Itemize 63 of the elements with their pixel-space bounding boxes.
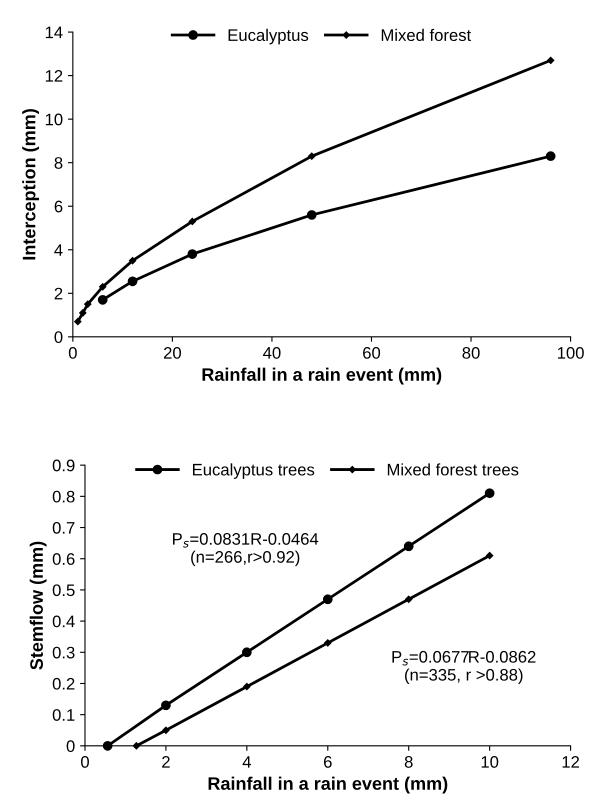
annotation: P$_{s}$=0.0677R-0.0862 (n=335, r >0.88) [392,650,536,684]
y-tick-label: 0.1 [52,709,74,721]
x-tick-label: 6 [324,756,332,768]
x-tick-label: 12 [562,756,580,768]
point [128,257,136,264]
x-tick-label: 0 [80,756,89,768]
y-tick-label: 0.8 [52,490,75,503]
x-tick-label: 100 [558,347,584,359]
y-axis-title: Interception (mm) [22,109,40,260]
y-axis-title: Stemflow (mm) [30,542,47,670]
y-tick-label: 0.9 [52,460,74,472]
x-tick-label: 2 [162,756,170,768]
point [405,596,412,603]
x-axis-title: Rainfall in a rain event (mm) [208,776,448,794]
point [84,300,92,308]
y-tick-label: 6 [54,200,62,212]
x-tick-label: 10 [482,756,498,768]
y-tick-label: 0.2 [52,678,74,690]
legend-label: Eucalyptus trees [192,463,314,479]
y-tick-label: 2 [54,288,62,300]
point [486,552,494,560]
point [322,594,333,604]
point [546,151,556,162]
point [306,210,317,220]
y-tick-label: 14 [46,26,63,38]
point [243,682,250,690]
x-tick-label: 4 [242,756,251,768]
x-tick-label: 40 [263,347,281,359]
x-tick-label: 60 [363,347,380,359]
point [161,700,171,710]
legend-label: Mixed forest [382,28,472,42]
point [404,541,414,552]
y-tick-label: 8 [54,157,62,169]
x-tick-label: 80 [462,347,480,359]
y-tick-label: 0.7 [52,522,74,534]
annotation: P$_{s}$=0.0831R-0.0464 (n=266,r>0.92) [173,533,318,566]
y-tick-label: 0 [54,331,62,344]
y-tick-label: 0.3 [52,646,75,658]
point [324,639,332,647]
y-tick-label: 4 [54,244,63,256]
point [74,318,82,326]
y-tick-label: 10 [46,114,62,126]
point [187,249,198,259]
point [98,294,108,305]
y-tick-label: 0 [66,740,75,752]
point [79,309,86,317]
y-tick-label: 0.5 [52,584,75,596]
point [188,218,196,226]
x-axis-title: Rainfall in a rain event (mm) [202,368,442,384]
point [128,276,138,286]
x-tick-label: 8 [404,756,413,768]
y-tick-label: 0.4 [52,616,75,628]
point [162,726,170,734]
point [484,488,495,498]
point [99,283,106,290]
point [242,647,252,658]
legend-label: Eucalyptus [228,28,308,44]
legend-label: Mixed forest trees [388,463,518,476]
x-tick-label: 20 [164,347,182,359]
y-tick-label: 0.6 [52,553,75,565]
y-tick-label: 12 [46,70,62,82]
point [308,152,316,160]
point [547,56,554,64]
